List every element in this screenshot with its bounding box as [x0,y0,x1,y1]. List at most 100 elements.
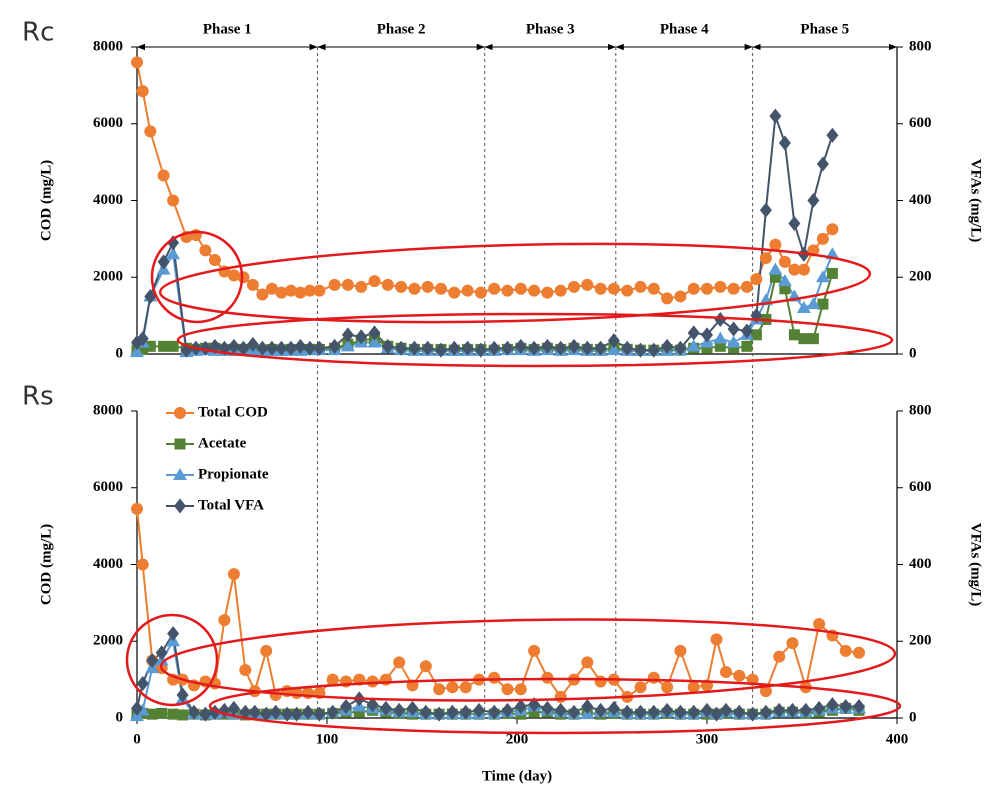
data-point [256,340,269,356]
annotations [125,230,902,735]
data-point [167,708,179,720]
data-point [246,278,259,291]
data-point [340,698,352,714]
data-point [807,333,819,345]
data-point [239,664,252,677]
data-point [647,342,660,358]
data-point [714,311,727,327]
data-point [816,156,829,172]
data-point [594,702,607,718]
data-point [158,340,170,352]
data-point [514,282,527,295]
data-point [208,253,221,266]
data-point [514,698,527,714]
data-point [826,697,839,713]
x-tick-label: 300 [696,731,719,747]
data-point [144,340,156,352]
data-point [501,340,514,356]
data-point [788,329,800,341]
data-point [740,323,753,339]
data-point [368,325,381,341]
data-point [773,650,786,663]
data-point [313,706,326,722]
data-point [727,282,740,295]
data-point [237,271,250,284]
data-point [488,671,501,684]
y2-tick-label: 400 [909,192,932,208]
data-point [607,282,620,295]
data-point [581,340,594,356]
data-point [806,297,821,310]
data-point [674,644,687,657]
data-point [661,681,674,694]
legend-label: Propionate [198,466,269,482]
data-point [379,700,392,716]
y-tick-label: 4000 [93,556,123,572]
y-tick-label: 2000 [93,633,123,649]
data-point [733,704,746,720]
y2-tick-label: 600 [909,115,932,131]
legend-marker [174,498,186,514]
data-point [131,56,143,69]
data-point [419,704,432,720]
data-point [393,702,406,718]
data-point [146,708,158,720]
data-point [607,700,620,716]
data-point [284,284,297,297]
phase-label: Phase 3 [526,21,575,37]
data-point [446,704,459,720]
data-point [246,336,259,352]
data-point [166,247,181,260]
data-point [769,108,782,124]
data-point [260,644,273,657]
y-tick-label: 0 [116,345,124,361]
data-point [157,169,170,182]
data-point [661,292,674,305]
data-point [687,704,700,720]
data-point [647,282,660,295]
data-point [687,681,700,694]
data-point [406,700,419,716]
data-point [459,681,472,694]
data-point [395,280,408,293]
data-point [674,704,687,720]
data-point [227,269,240,282]
y2-tick-label: 800 [909,38,932,54]
phase-label: Phase 2 [377,21,426,37]
data-point [768,262,783,275]
data-point [541,338,554,354]
data-point [136,558,149,571]
data-point [381,278,394,291]
data-point [421,280,434,293]
data-point [275,340,288,356]
data-point [302,704,314,720]
y2-tick-label: 400 [909,556,932,572]
data-point [459,704,472,720]
data-point [260,706,273,722]
data-point [710,633,723,646]
panel-label: Rc [22,18,54,48]
data-point [813,617,826,630]
data-point [750,329,762,341]
y-tick-label: 2000 [93,269,123,285]
data-point [817,298,829,310]
y-tick-label: 6000 [93,115,123,131]
data-point [448,340,461,356]
data-point [594,675,607,688]
data-point [326,704,339,720]
data-point [634,681,647,694]
y2-tick-label: 200 [909,633,932,649]
data-point [701,342,713,354]
data-point [461,340,474,356]
data-point [435,282,447,295]
data-point [621,704,634,720]
data-point [568,704,580,720]
data-point [541,286,554,299]
data-point [368,275,381,288]
data-point [634,342,647,358]
data-point [778,255,791,268]
data-point [408,340,421,356]
data-point [799,702,812,718]
data-point [826,223,839,236]
data-point [393,656,406,669]
